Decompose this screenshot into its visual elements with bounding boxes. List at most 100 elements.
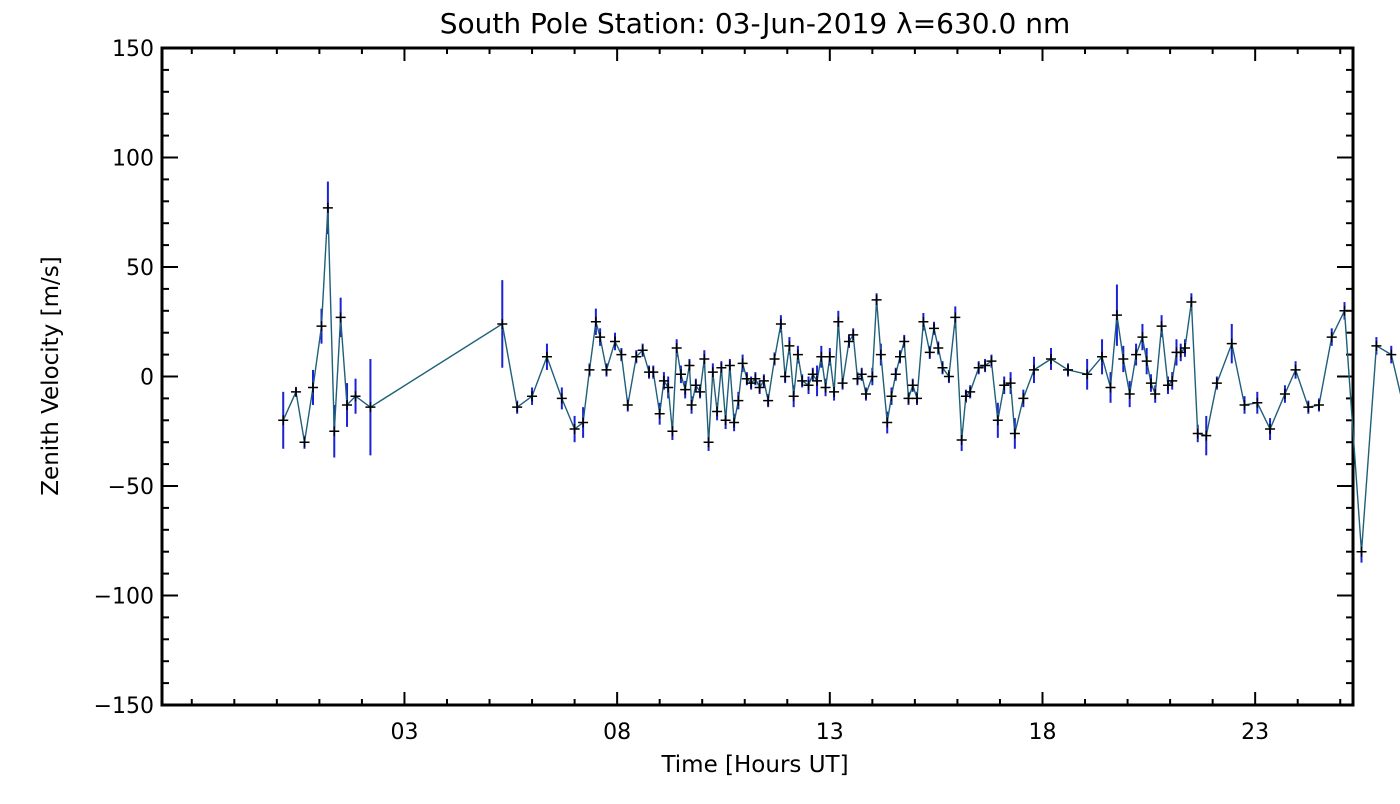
data-point bbox=[308, 382, 319, 393]
data-point bbox=[654, 408, 665, 419]
data-point bbox=[820, 382, 831, 393]
data-point bbox=[1141, 356, 1152, 367]
data-point bbox=[671, 343, 682, 354]
data-point bbox=[937, 362, 948, 373]
data-point bbox=[924, 347, 935, 358]
data-point bbox=[658, 375, 669, 386]
data-point bbox=[848, 329, 859, 340]
data-point bbox=[784, 340, 795, 351]
data-point bbox=[1226, 338, 1237, 349]
data-point bbox=[1356, 546, 1367, 557]
data-point bbox=[803, 380, 814, 391]
data-point bbox=[833, 316, 844, 327]
data-point bbox=[999, 380, 1010, 391]
data-point bbox=[1303, 402, 1314, 413]
data-point bbox=[1211, 378, 1222, 389]
data-point bbox=[1326, 332, 1337, 343]
data-point bbox=[667, 426, 678, 437]
axis-ticks bbox=[162, 47, 1353, 706]
data-point bbox=[807, 369, 818, 380]
data-point bbox=[1018, 393, 1029, 404]
data-point bbox=[792, 349, 803, 360]
data-point bbox=[890, 369, 901, 380]
data-point bbox=[1162, 380, 1173, 391]
data-point bbox=[1028, 364, 1039, 375]
data-point bbox=[816, 351, 827, 362]
data-point bbox=[1105, 382, 1116, 393]
data-point bbox=[675, 369, 686, 380]
data-point bbox=[595, 332, 606, 343]
data-point bbox=[1175, 347, 1186, 358]
data-point bbox=[1097, 351, 1108, 362]
data-point bbox=[699, 353, 710, 364]
data-point bbox=[497, 318, 508, 329]
x-tick-label: 23 bbox=[1241, 720, 1269, 745]
data-point bbox=[950, 312, 961, 323]
data-point bbox=[737, 358, 748, 369]
data-point bbox=[775, 318, 786, 329]
data-point bbox=[541, 351, 552, 362]
data-point bbox=[601, 364, 612, 375]
y-tick-label: 50 bbox=[126, 256, 154, 281]
y-tick-label: −100 bbox=[94, 585, 154, 610]
data-point bbox=[956, 435, 967, 446]
data-point bbox=[867, 371, 878, 382]
data-point bbox=[837, 378, 848, 389]
data-point bbox=[1339, 305, 1350, 316]
data-point bbox=[1009, 428, 1020, 439]
data-point bbox=[754, 382, 765, 393]
y-tick-label: −150 bbox=[94, 694, 154, 719]
data-point bbox=[712, 406, 723, 417]
data-point bbox=[350, 391, 361, 402]
data-point bbox=[903, 393, 914, 404]
data-point bbox=[746, 378, 757, 389]
data-point bbox=[856, 369, 867, 380]
data-point bbox=[1371, 340, 1382, 351]
data-point bbox=[365, 402, 376, 413]
data-point bbox=[1082, 369, 1093, 380]
data-point bbox=[322, 202, 333, 213]
plot-frame bbox=[160, 46, 1355, 707]
y-tick-label: 0 bbox=[140, 366, 154, 391]
data-point bbox=[894, 351, 905, 362]
data-point bbox=[316, 321, 327, 332]
data-point bbox=[912, 393, 923, 404]
data-point bbox=[1265, 424, 1276, 435]
data-point bbox=[918, 316, 929, 327]
data-point bbox=[843, 336, 854, 347]
data-point bbox=[1279, 389, 1290, 400]
data-point bbox=[1124, 389, 1135, 400]
data-point bbox=[824, 351, 835, 362]
data-point bbox=[933, 343, 944, 354]
data-point bbox=[965, 386, 976, 397]
data-point bbox=[590, 316, 601, 327]
data-point bbox=[729, 417, 740, 428]
data-point bbox=[707, 367, 718, 378]
data-point bbox=[1063, 364, 1074, 375]
x-tick-label: 13 bbox=[816, 720, 844, 745]
data-point bbox=[703, 437, 714, 448]
data-point bbox=[882, 417, 893, 428]
data-point bbox=[290, 386, 301, 397]
data-point bbox=[1150, 389, 1161, 400]
y-tick-label: 150 bbox=[112, 37, 154, 62]
data-point bbox=[616, 349, 627, 360]
data-point bbox=[992, 415, 1003, 426]
data-point bbox=[724, 360, 735, 371]
data-point bbox=[584, 364, 595, 375]
data-point bbox=[960, 391, 971, 402]
data-point bbox=[860, 389, 871, 400]
data-point bbox=[763, 395, 774, 406]
data-point bbox=[299, 437, 310, 448]
data-point bbox=[1167, 375, 1178, 386]
data-point bbox=[1145, 378, 1156, 389]
data-point bbox=[1386, 349, 1397, 360]
data-point bbox=[980, 360, 991, 371]
data-point bbox=[797, 375, 808, 386]
data-point bbox=[829, 386, 840, 397]
data-point bbox=[899, 336, 910, 347]
data-point bbox=[1179, 343, 1190, 354]
y-tick-label: 100 bbox=[112, 147, 154, 172]
data-point bbox=[1046, 353, 1056, 364]
